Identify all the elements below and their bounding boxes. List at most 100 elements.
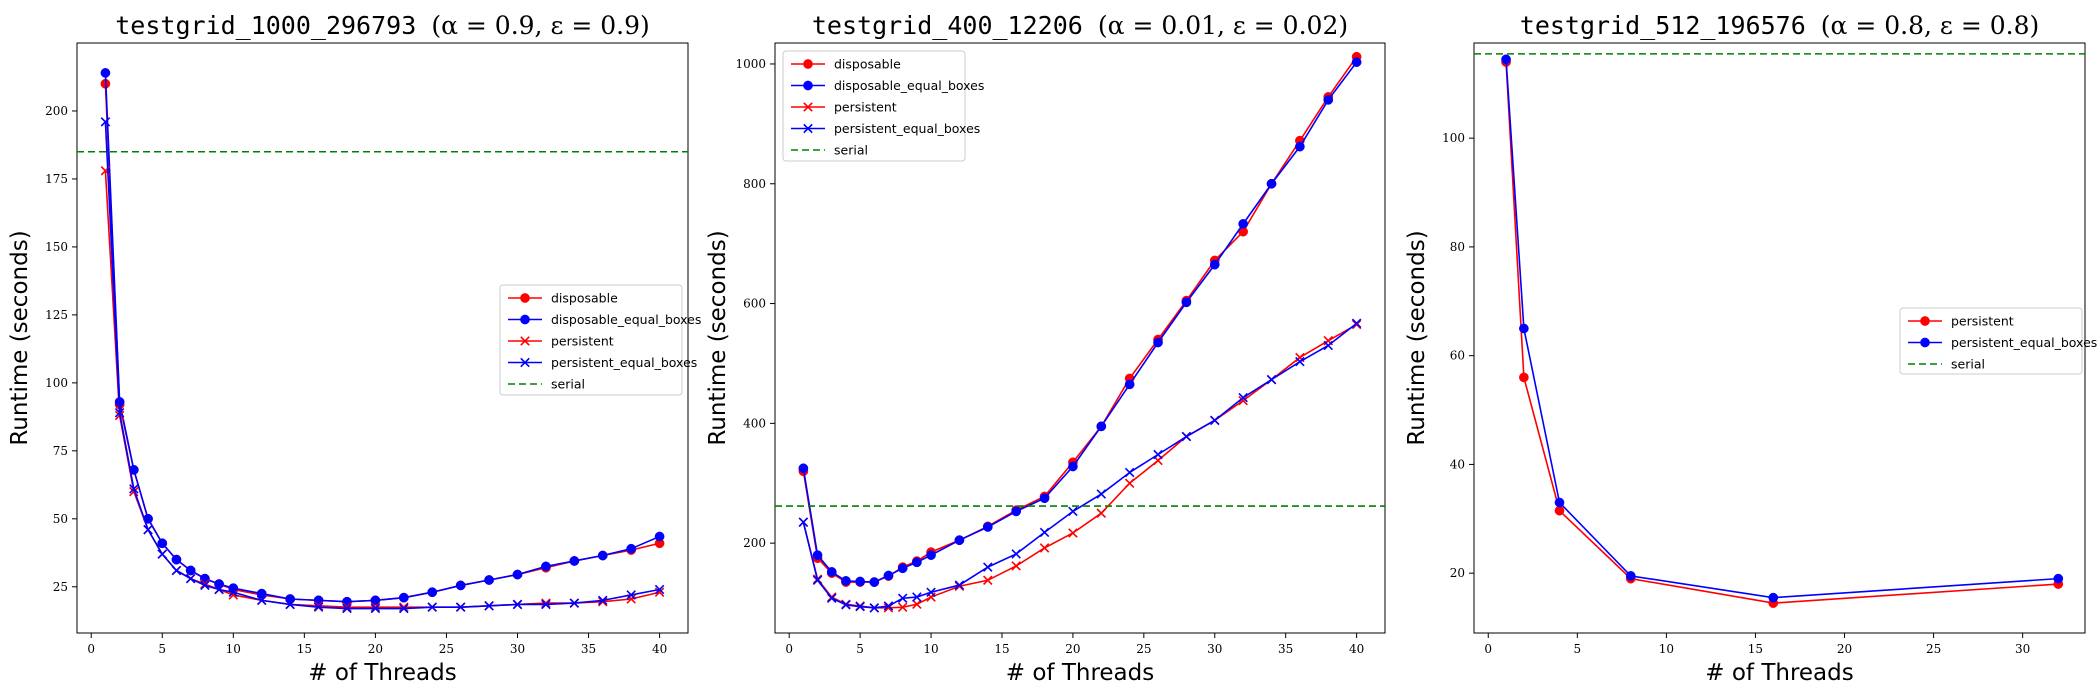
chart-title-params: (α = 0.9, ε = 0.9) xyxy=(431,11,649,40)
data-point xyxy=(143,524,153,535)
data-point xyxy=(869,603,880,613)
legend-label: persistent xyxy=(1951,314,2014,329)
legend-item: disposable_equal_boxes xyxy=(508,312,701,327)
x-tick-label: 5 xyxy=(856,642,864,656)
chart-title: testgrid_512_196576 (α = 0.8, ε = 0.8) xyxy=(1520,11,2039,40)
legend-item: disposable xyxy=(508,291,618,306)
data-point xyxy=(313,601,324,611)
y-tick-label: 800 xyxy=(743,177,766,191)
data-point xyxy=(841,576,851,586)
data-point xyxy=(926,550,936,560)
y-tick-label: 175 xyxy=(45,172,68,186)
y-tick-label: 25 xyxy=(53,580,68,594)
data-point xyxy=(841,600,851,610)
data-point xyxy=(399,602,409,612)
legend-label: disposable_equal_boxes xyxy=(551,312,701,327)
x-axis-label: # of Threads xyxy=(1006,660,1154,686)
legend: disposable disposable_equal_boxes persiste… xyxy=(782,50,984,162)
y-tick-label: 50 xyxy=(53,512,68,526)
y-tick-label: 200 xyxy=(743,536,766,550)
data-point xyxy=(185,573,196,584)
data-point xyxy=(1039,527,1050,538)
data-point xyxy=(520,293,530,303)
x-tick-label: 0 xyxy=(1484,642,1492,656)
data-point xyxy=(342,602,352,612)
legend-item: persistent_equal_boxes xyxy=(791,121,980,136)
x-tick-label: 15 xyxy=(297,642,312,656)
axes-frame xyxy=(76,42,689,634)
data-point xyxy=(1209,259,1220,270)
data-point xyxy=(897,563,908,574)
data-point xyxy=(1011,561,1021,571)
y-tick-label: 40 xyxy=(1450,457,1465,471)
data-point xyxy=(1096,421,1107,432)
panel-1: 0 5 10 15 20 25 30 35 40 25 50 75 100 125 150 175 200 # o… xyxy=(7,11,701,686)
data-point xyxy=(399,603,409,614)
y-tick-label: 600 xyxy=(743,297,766,311)
legend-item: serial xyxy=(791,143,868,158)
data-point xyxy=(1351,319,1362,330)
data-point xyxy=(1519,323,1529,334)
data-point xyxy=(1124,478,1135,489)
data-point xyxy=(626,590,636,600)
chart-title-name: testgrid_512_196576 xyxy=(1520,11,1821,40)
data-point xyxy=(1238,395,1248,406)
data-point xyxy=(803,102,813,112)
legend: disposable disposable_equal_boxes persiste… xyxy=(499,284,701,396)
legend-label: persistent xyxy=(834,100,897,115)
x-tick-label: 25 xyxy=(1926,642,1941,656)
legend-label: persistent_equal_boxes xyxy=(834,121,980,136)
legend-item: persistent_equal_boxes xyxy=(508,355,697,370)
legend-label: disposable_equal_boxes xyxy=(834,78,984,93)
data-point xyxy=(2053,573,2064,584)
data-point xyxy=(1181,297,1192,308)
data-point xyxy=(1625,571,1636,581)
x-tick-label: 5 xyxy=(158,642,166,656)
data-point xyxy=(1920,316,1930,326)
data-point xyxy=(883,570,894,581)
data-point xyxy=(484,601,494,611)
y-axis-label: Runtime (seconds) xyxy=(1404,230,1430,445)
data-point xyxy=(1768,592,1779,603)
data-point xyxy=(812,550,823,560)
data-point xyxy=(200,580,210,591)
data-point xyxy=(1068,461,1078,472)
series-persistent xyxy=(798,319,1362,613)
x-tick-label: 20 xyxy=(1065,642,1080,656)
data-point xyxy=(855,576,865,587)
data-point xyxy=(398,592,409,603)
data-point xyxy=(569,556,580,566)
data-point xyxy=(912,557,922,568)
legend-item: disposable_equal_boxes xyxy=(791,78,984,93)
data-point xyxy=(427,602,437,612)
data-point xyxy=(256,595,267,606)
series-persistent-equal-boxes xyxy=(798,318,1362,613)
data-point xyxy=(1266,178,1277,189)
chart-title-name: testgrid_1000_296793 xyxy=(115,11,431,40)
data-point xyxy=(869,577,880,587)
data-point xyxy=(954,580,965,590)
data-point xyxy=(1210,415,1220,426)
data-point xyxy=(983,562,993,572)
data-point xyxy=(157,549,168,559)
data-point xyxy=(455,602,466,612)
data-point xyxy=(313,602,324,612)
legend-item: persistent_equal_boxes xyxy=(1908,335,2097,350)
data-point xyxy=(1295,141,1305,152)
legend-label: persistent xyxy=(551,334,614,349)
data-point xyxy=(541,598,551,608)
data-point xyxy=(1554,505,1565,516)
data-point xyxy=(897,593,908,604)
chart-title-params: (α = 0.01, ε = 0.02) xyxy=(1098,11,1348,40)
data-point xyxy=(171,554,182,565)
legend-label: persistent_equal_boxes xyxy=(1951,335,2097,350)
data-point xyxy=(812,575,823,586)
data-point xyxy=(1011,506,1022,517)
data-point xyxy=(520,314,530,325)
data-point xyxy=(1920,337,1930,348)
data-point xyxy=(883,601,894,611)
chart-title-name: testgrid_400_12206 xyxy=(812,11,1098,40)
panel-2: 0 5 10 15 20 25 30 35 40 200 400 600 800 1000 # of Thr… xyxy=(705,11,1386,686)
legend-item: persistent xyxy=(508,334,614,349)
data-point xyxy=(228,587,239,597)
